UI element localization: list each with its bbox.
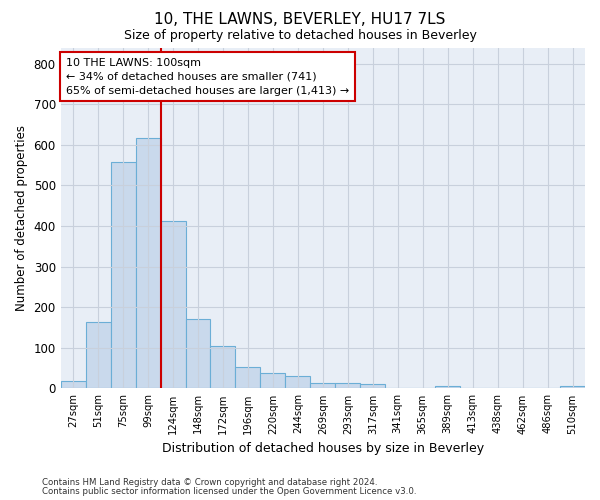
Bar [235,368,260,388]
Text: Contains public sector information licensed under the Open Government Licence v3: Contains public sector information licen… [42,487,416,496]
Bar [335,382,360,388]
Text: 10 THE LAWNS: 100sqm
← 34% of detached houses are smaller (741)
65% of semi-deta: 10 THE LAWNS: 100sqm ← 34% of detached h… [66,58,349,96]
Bar [136,138,161,388]
Bar [86,322,110,388]
Bar [260,373,286,388]
Bar [110,162,136,388]
Text: Size of property relative to detached houses in Beverley: Size of property relative to detached ho… [124,29,476,42]
Bar [286,376,310,388]
Text: 10, THE LAWNS, BEVERLEY, HU17 7LS: 10, THE LAWNS, BEVERLEY, HU17 7LS [154,12,446,28]
Bar [161,221,185,388]
X-axis label: Distribution of detached houses by size in Beverley: Distribution of detached houses by size … [162,442,484,455]
Bar [360,384,385,388]
Bar [61,381,86,388]
Text: Contains HM Land Registry data © Crown copyright and database right 2024.: Contains HM Land Registry data © Crown c… [42,478,377,487]
Bar [185,320,211,388]
Bar [310,382,335,388]
Y-axis label: Number of detached properties: Number of detached properties [15,125,28,311]
Bar [211,346,235,389]
Bar [560,386,585,388]
Bar [435,386,460,388]
